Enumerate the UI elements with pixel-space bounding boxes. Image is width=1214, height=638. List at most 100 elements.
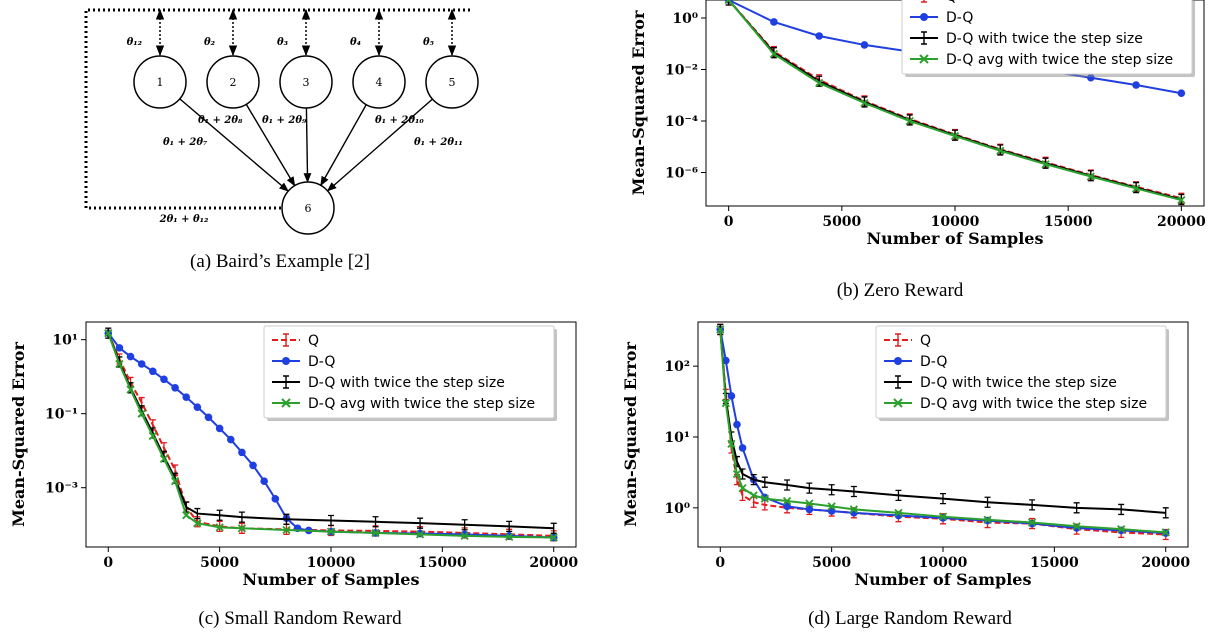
data-point xyxy=(160,375,168,384)
data-point xyxy=(149,367,157,376)
x-tick-label: 10000 xyxy=(919,555,968,571)
data-point xyxy=(249,461,257,470)
data-point xyxy=(733,420,741,429)
data-point xyxy=(1162,507,1169,519)
legend-box xyxy=(901,0,1193,75)
data-point xyxy=(171,384,179,392)
data-point xyxy=(182,393,191,401)
data-point xyxy=(850,485,857,498)
data-point xyxy=(549,533,558,542)
data-point xyxy=(895,489,902,502)
data-point xyxy=(738,444,747,452)
data-point xyxy=(716,325,725,334)
data-point xyxy=(1117,525,1126,534)
zero-reward-chart: 0 5000 10000 15000 20000 10⁻⁶ 10⁻⁴ 10⁻² 10⁰ Numbe… xyxy=(629,0,1206,248)
top-label-1: θ₁₂ xyxy=(127,37,143,48)
legend-label: Q xyxy=(946,0,957,5)
x-tick-label: 20000 xyxy=(1141,555,1190,571)
data-point xyxy=(860,98,869,108)
data-point xyxy=(739,468,746,480)
y-tick-label: 10¹ xyxy=(664,430,690,446)
data-point xyxy=(271,495,280,503)
caption-d: (d) Large Random Reward xyxy=(808,608,1012,629)
data-point xyxy=(732,469,742,479)
state-node-label-5: 5 xyxy=(449,76,456,89)
data-point xyxy=(721,399,730,408)
legend-label: D-Q with twice the step size xyxy=(920,375,1117,391)
data-point xyxy=(815,78,824,88)
data-point xyxy=(727,439,736,448)
data-point xyxy=(905,116,914,126)
data-point xyxy=(193,403,202,411)
y-tick-label: 10⁻² xyxy=(665,62,698,78)
edge-5-to-6 xyxy=(326,98,433,192)
data-point xyxy=(805,499,814,508)
x-tick-label: 5000 xyxy=(822,214,861,230)
zero-reward-chart-panel: 0 5000 10000 15000 20000 10⁻⁶ 10⁻⁴ 10⁻² 10⁰ Numbe… xyxy=(620,0,1214,260)
data-point xyxy=(722,356,730,365)
x-tick-label: 0 xyxy=(715,555,725,571)
legend-label: Q xyxy=(920,333,931,349)
data-point xyxy=(738,483,747,493)
series-line xyxy=(719,329,1166,534)
data-point xyxy=(996,146,1005,155)
state-node-6 xyxy=(281,181,335,235)
edge-2-to-6 xyxy=(245,103,296,187)
y-tick-label: 10¹ xyxy=(52,333,78,349)
data-point xyxy=(148,431,157,441)
data-point xyxy=(193,519,202,528)
data-point xyxy=(170,477,180,486)
data-point xyxy=(328,514,334,527)
data-point xyxy=(372,516,379,528)
data-point xyxy=(806,482,813,494)
data-point xyxy=(828,484,835,496)
state-node-label-1: 1 xyxy=(157,76,164,89)
data-point xyxy=(769,49,779,59)
data-point xyxy=(371,528,380,538)
edge-3-to-6 xyxy=(303,107,312,183)
data-point xyxy=(326,527,336,536)
data-point xyxy=(215,523,224,532)
x-axis-title: Number of Samples xyxy=(867,229,1044,248)
data-point xyxy=(1177,89,1186,98)
baird-diagram-panel: θ₁₂ θ₂ θ₃ θ₄ θ₅ θ₁ + 2θ₇ θ₁ + 2θ₈ θ₁ + 2θ₉ θ₁ + … xyxy=(0,0,560,250)
x-tick-label: 20000 xyxy=(1157,214,1206,230)
edge-1-to-6 xyxy=(179,98,289,192)
data-point xyxy=(983,515,992,524)
data-point xyxy=(1073,502,1080,514)
data-point xyxy=(137,360,146,368)
legend-box xyxy=(263,325,555,419)
data-point xyxy=(940,492,946,505)
data-point xyxy=(115,344,124,352)
x-tick-label: 5000 xyxy=(812,555,851,571)
series-line xyxy=(719,329,1166,514)
x-tick-label: 15000 xyxy=(1044,214,1093,230)
caption-c: (c) Small Random Reward xyxy=(198,608,402,629)
data-point xyxy=(550,522,557,534)
data-point xyxy=(417,517,424,529)
state-node-5 xyxy=(425,55,479,109)
data-point xyxy=(460,531,469,540)
data-point xyxy=(260,477,268,485)
data-point xyxy=(1161,528,1170,537)
data-point xyxy=(1118,503,1125,516)
data-point xyxy=(725,0,732,6)
data-point xyxy=(1132,81,1140,89)
data-point xyxy=(782,496,792,506)
self-loop-path xyxy=(84,8,470,210)
edge-label-4: θ₁ + 2θ₁₀ xyxy=(375,115,424,126)
state-node-label-3: 3 xyxy=(303,76,310,89)
small-random-reward-chart: 0 5000 10000 15000 20000 10⁻³ 10⁻¹ 10¹ Number of… xyxy=(9,321,578,589)
state-node-label-6: 6 xyxy=(305,202,312,215)
caption-a: (a) Baird’s Example [2] xyxy=(190,251,370,272)
data-point xyxy=(750,473,757,486)
state-node-4 xyxy=(352,55,406,109)
data-point xyxy=(104,329,113,338)
edge-4-to-6 xyxy=(320,104,367,187)
data-point xyxy=(849,505,859,514)
x-axis-title: Number of Samples xyxy=(855,570,1032,589)
edge-label-1: θ₁ + 2θ₇ xyxy=(163,137,208,148)
edge-label-2: θ₁ + 2θ₈ xyxy=(198,115,243,126)
data-point xyxy=(238,511,245,523)
data-point xyxy=(1131,184,1141,193)
